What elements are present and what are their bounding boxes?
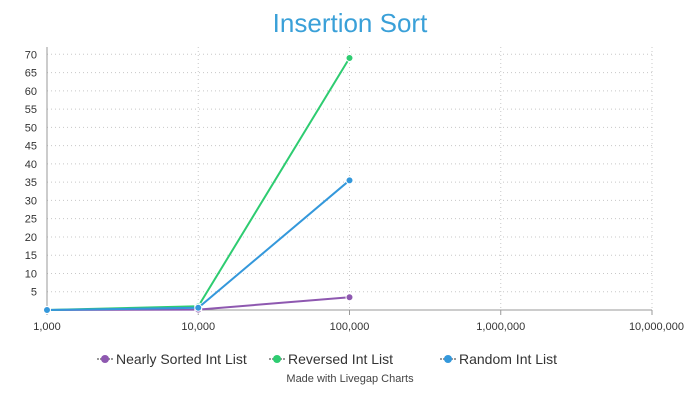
credit-text: Made with Livegap Charts (286, 373, 414, 385)
y-tick-label: 10 (25, 268, 37, 280)
data-point-random-int-list (194, 303, 203, 312)
legend-item-nearly-sorted[interactable]: Nearly Sorted Int List (97, 351, 247, 367)
y-tick-label: 45 (25, 141, 37, 153)
legend-swatch-reversed (269, 353, 285, 365)
y-tick-label: 65 (25, 68, 37, 80)
y-tick-label: 35 (25, 177, 37, 189)
legend-swatch-nearly-sorted (97, 353, 113, 365)
data-point-reversed-int-list (345, 53, 354, 62)
legend: Nearly Sorted Int List Reversed Int List… (0, 351, 700, 371)
x-tick-label: 10,000 (181, 321, 215, 333)
x-tick-label: 1,000 (33, 321, 61, 333)
y-tick-label: 50 (25, 122, 37, 134)
legend-item-random[interactable]: Random Int List (440, 351, 557, 367)
legend-label: Nearly Sorted Int List (116, 351, 247, 367)
data-point-nearly-sorted-int-list (345, 293, 354, 302)
data-point-random-int-list (345, 176, 354, 185)
y-tick-label: 20 (25, 232, 37, 244)
legend-item-reversed[interactable]: Reversed Int List (269, 351, 393, 367)
y-tick-label: 55 (25, 104, 37, 116)
y-tick-label: 5 (31, 287, 37, 299)
legend-label: Reversed Int List (288, 351, 394, 367)
x-tick-label: 100,000 (330, 321, 370, 333)
x-tick-label: 1,000,000 (476, 321, 525, 333)
y-tick-label: 40 (25, 159, 37, 171)
chart-title: Insertion Sort (272, 8, 428, 38)
legend-swatch-random (440, 353, 456, 365)
legend-label: Random Int List (459, 351, 558, 367)
y-tick-label: 25 (25, 214, 37, 226)
y-tick-label: 30 (25, 195, 37, 207)
y-tick-label: 15 (25, 250, 37, 262)
data-point-random-int-list (43, 306, 51, 314)
line-chart: 5 10 15 20 25 30 35 40 45 50 55 60 65 70 1,000 10,000 10… (25, 47, 684, 333)
y-tick-label: 60 (25, 86, 37, 98)
y-tick-label: 70 (25, 49, 37, 61)
x-tick-label: 10,000,000 (629, 321, 684, 333)
